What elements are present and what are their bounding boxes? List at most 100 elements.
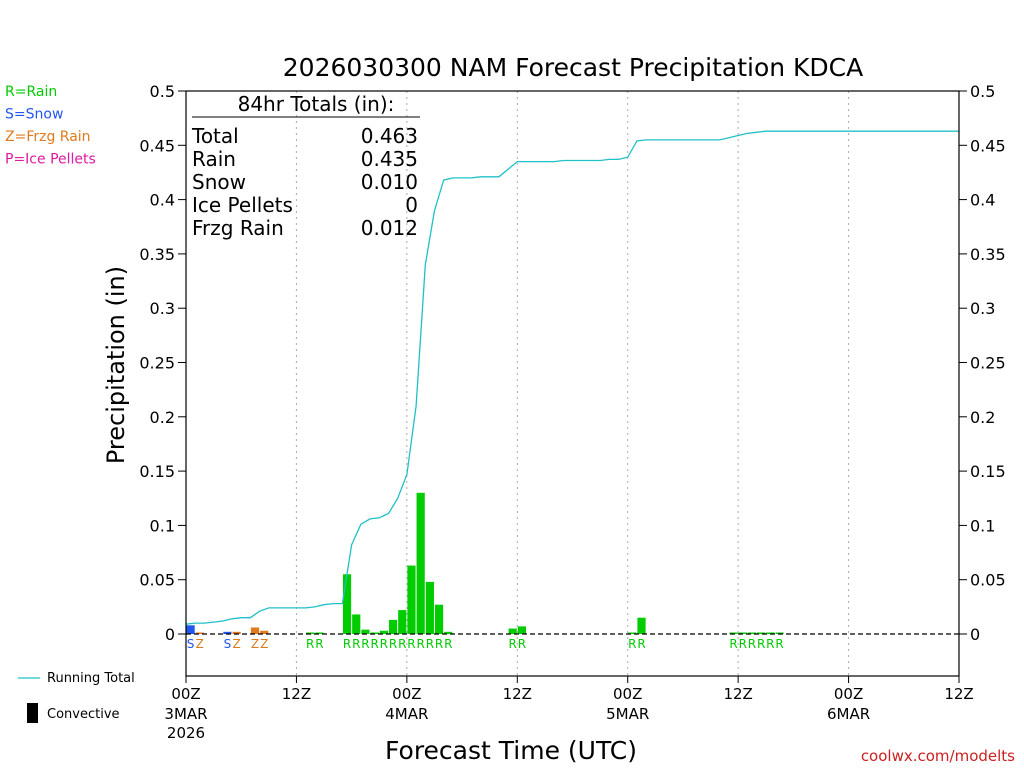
x-tick-date-4: 5MAR [606,705,649,723]
type-label-h9: Z [260,637,268,651]
y-tick-label-right-3: 0.15 [970,462,1006,481]
type-label-h29: R [444,637,452,651]
precip-bar-h20 [361,629,370,634]
precip-bars [186,492,784,634]
totals-label-1: Rain [192,147,236,171]
type-legend-R: R=Rain [5,84,57,100]
type-label-h49: R [628,637,636,651]
x-tick-date-6: 6MAR [827,705,870,723]
precip-bar-h19 [352,614,361,634]
totals-value-1: 0.435 [361,147,418,171]
x-tick-label-2: 00Z [392,685,421,703]
type-label-h62: R [748,637,756,651]
precip-bar-h15 [315,632,324,634]
precip-bar-h63 [757,632,766,634]
running-total-line [185,130,959,625]
type-label-h18: R [343,637,351,651]
precip-bar-h6 [232,631,241,634]
precip-bar-h1 [186,625,195,634]
precip-bar-h22 [379,630,388,634]
precip-bar-h8 [250,627,260,634]
y-tick-label-right-2: 0.1 [970,516,995,535]
type-label-h21: R [370,637,378,651]
y-tick-label-right-9: 0.45 [970,136,1006,155]
gridlines [295,91,850,676]
y-tick-label-left-9: 0.45 [139,136,175,155]
y-tick-label-right-7: 0.35 [970,245,1006,264]
type-label-h2: Z [196,637,204,651]
type-label-h15: R [315,637,323,651]
y-tick-label-right-5: 0.25 [970,354,1006,373]
y-tick-label-right-10: 0.5 [970,82,995,101]
precip-bar-h21 [370,632,379,634]
type-label-h60: R [729,637,737,651]
precip-bar-h24 [398,610,407,634]
type-label-h65: R [775,637,783,651]
x-tick-year-0: 2026 [167,724,205,742]
x-tick-label-6: 00Z [834,685,863,703]
precip-bar-h2 [195,632,204,634]
x-tick-label-5: 12Z [723,685,752,703]
precip-bar-h9 [260,630,269,634]
axis-ticks: 0 0 0.05 0.05 0.1 0.1 0.15 0.15 0.2 0.2 0.25 0.25 0.… [139,82,1005,742]
type-legend-P: P=Ice Pellets [5,152,96,168]
type-label-h6: Z [232,637,240,651]
type-label-h36: R [509,637,517,651]
y-tick-label-left-0: 0 [165,625,175,644]
y-tick-label-left-3: 0.15 [139,462,175,481]
y-tick-label-right-6: 0.3 [970,299,995,318]
y-tick-label-left-1: 0.05 [139,571,175,590]
type-label-h20: R [361,637,369,651]
x-tick-label-0: 00Z [171,685,200,703]
precip-bar-h36 [508,628,517,634]
type-label-h1: S [187,637,195,651]
y-tick-label-right-0: 0 [970,625,980,644]
y-tick-label-right-4: 0.2 [970,408,995,427]
type-label-h25: R [407,637,415,651]
precip-bar-h23 [388,619,398,634]
plot-frame [185,90,960,677]
type-legend-Z: Z=Frzg Rain [5,129,91,145]
x-tick-label-7: 12Z [944,685,973,703]
type-label-h37: R [518,637,526,651]
totals-box: 84hr Totals (in): Total 0.463 Rain 0.435 Snow… [191,92,420,240]
type-label-h63: R [757,637,765,651]
precip-bar-h37 [517,626,526,634]
type-label-h23: R [389,637,397,651]
y-tick-label-left-2: 0.1 [150,516,175,535]
totals-label-3: Ice Pellets [192,193,293,217]
convective-legend-label: Convective [47,707,120,722]
precip-bar-h49 [628,632,637,634]
running-total-legend-label: Running Total [47,671,135,686]
convective-legend-swatch [27,703,38,723]
y-tick-label-left-7: 0.35 [139,245,175,264]
precip-bar-h27 [425,581,434,634]
type-label-h28: R [435,637,443,651]
precip-bar-h65 [775,632,784,634]
precip-bar-h25 [407,565,416,634]
precip-bar-h50 [637,617,646,634]
x-axis-label: Forecast Time (UTC) [385,736,637,765]
y-tick-label-left-5: 0.25 [139,354,175,373]
totals-value-3: 0 [405,193,418,217]
y-tick-label-left-10: 0.5 [150,82,175,101]
totals-label-4: Frzg Rain [192,216,284,240]
y-tick-label-left-4: 0.2 [150,408,175,427]
x-tick-date-2: 4MAR [385,705,428,723]
totals-value-0: 0.463 [361,124,418,148]
x-tick-date-0: 3MAR [164,705,207,723]
precip-bar-h5 [223,631,232,634]
y-tick-label-left-8: 0.4 [150,191,175,210]
y-tick-label-left-6: 0.3 [150,299,175,318]
type-label-h50: R [637,637,645,651]
precip-bar-h26 [416,492,425,634]
totals-title: 84hr Totals (in): [238,92,395,116]
chart-title: 2026030300 NAM Forecast Precipitation KD… [283,53,863,82]
totals-value-4: 0.012 [361,216,418,240]
x-tick-label-4: 00Z [613,685,642,703]
type-label-h64: R [766,637,774,651]
precip-bar-h28 [434,604,444,634]
precip-bar-h14 [306,632,315,634]
